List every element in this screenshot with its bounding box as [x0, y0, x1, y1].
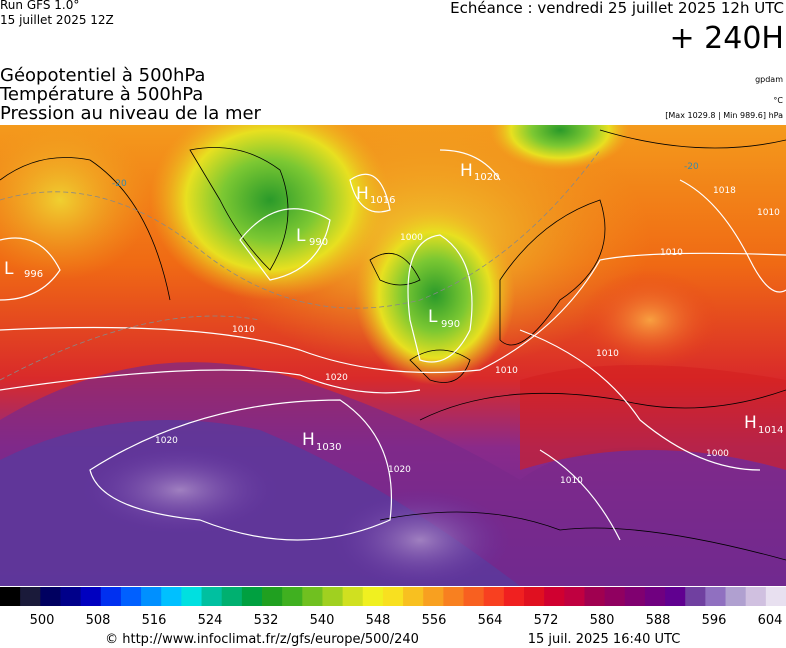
isobar-label: 1000	[400, 233, 423, 243]
colorbar-swatch	[463, 587, 485, 606]
unit: °C	[773, 96, 783, 105]
map: H 1030 L 990 L 990 H 1016 H 1020 H 1014 L 996 1…	[0, 125, 786, 586]
colorbar-tick-label: 596	[702, 613, 727, 628]
title: Température à 500hPa	[0, 84, 203, 105]
colorbar-swatch	[141, 587, 162, 606]
run-date: 15 juillet 2025 12Z	[0, 13, 114, 27]
colorbar-tick-label: 564	[478, 613, 503, 628]
colorbar-swatch	[322, 587, 344, 606]
center-value: 1016	[370, 195, 395, 206]
colorbar-swatch	[161, 587, 182, 606]
isobar-label: 1010	[757, 208, 780, 218]
unit: [Max 1029.8 | Min 989.6] hPa	[665, 111, 783, 120]
colorbar-swatch	[584, 587, 606, 606]
isobar-label: 1000	[706, 449, 729, 459]
colorbar-swatch	[443, 587, 465, 606]
center-value: 1020	[474, 172, 499, 183]
colorbar-swatch	[120, 587, 142, 606]
colorbar-tick-label: 540	[310, 613, 335, 628]
colorbar-swatch	[201, 587, 223, 606]
isobar-label: 1020	[155, 436, 178, 446]
center-letter: H	[460, 161, 473, 181]
center-value: 990	[309, 237, 328, 248]
colorbar-swatch	[262, 587, 283, 606]
center-letter: H	[356, 184, 369, 204]
colorbar-swatch	[302, 587, 323, 606]
center-value: 1014	[758, 425, 783, 436]
lead-time: + 240H	[670, 21, 785, 56]
isobar-label: 1018	[713, 186, 736, 196]
center-letter: H	[302, 430, 315, 450]
colorbar-swatch	[705, 587, 727, 606]
colorbar-swatch	[524, 587, 545, 606]
isobar-label: 1010	[660, 248, 683, 258]
isobar-labels: 1010 1020 1020 1010 1010 1000 1010 1010 …	[112, 162, 780, 486]
colorbar-swatch	[80, 587, 102, 606]
source: © http://www.infoclimat.fr/z/gfs/europe/…	[105, 632, 419, 647]
colorbar: 500 508 516 524 532 540 548 556 564 572 580 588 596 6…	[0, 587, 786, 628]
colorbar-swatch	[503, 587, 525, 606]
center-value: 1030	[316, 442, 341, 453]
colorbar-swatch	[483, 587, 505, 606]
center-letter: H	[744, 413, 757, 433]
colorbar-tick-label: 524	[198, 613, 223, 628]
unit: gpdam	[755, 75, 783, 84]
colorbar-swatch	[423, 587, 444, 606]
isobar-label: 1010	[560, 476, 583, 486]
colorbar-tick-label: 508	[86, 613, 111, 628]
colorbar-tick-label: 556	[422, 613, 447, 628]
colorbar-tick-label: 516	[142, 613, 167, 628]
center-value: 996	[24, 269, 43, 280]
temperature-label: -20	[684, 162, 699, 172]
temperature-label: -20	[112, 179, 127, 189]
colorbar-swatch	[362, 587, 384, 606]
colorbar-swatch	[745, 587, 767, 606]
colorbar-swatch	[282, 587, 303, 606]
colorbar-tick-label: 572	[534, 613, 559, 628]
center-value: 990	[441, 319, 460, 330]
colorbar-swatch	[685, 587, 706, 606]
isobar-label: 1020	[388, 465, 411, 475]
colorbar-swatch	[382, 587, 404, 606]
title: Pression au niveau de la mer	[0, 103, 262, 124]
colorbar-swatch	[20, 587, 41, 606]
colorbar-swatch	[60, 587, 82, 606]
title: Géopotentiel à 500hPa	[0, 65, 205, 86]
colorbar-swatch	[544, 587, 565, 606]
colorbar-swatch	[100, 587, 122, 606]
colorbar-swatch	[624, 587, 646, 606]
center-letter: L	[4, 259, 14, 279]
center-letter: L	[296, 226, 306, 246]
colorbar-swatch	[241, 587, 263, 606]
colorbar-swatch	[604, 587, 626, 606]
colorbar-tick-label: 588	[646, 613, 671, 628]
colorbar-swatch	[342, 587, 364, 606]
colorbar-swatch	[564, 587, 585, 606]
colorbar-tick-label: 532	[254, 613, 279, 628]
center-letter: L	[428, 307, 438, 327]
isobar-label: 1020	[325, 373, 348, 383]
colorbar-swatch	[221, 587, 243, 606]
colorbar-swatch	[0, 587, 21, 606]
isobar-label: 1010	[495, 366, 518, 376]
colorbar-swatch	[765, 587, 786, 606]
echeance: Echéance : vendredi 25 juillet 2025 12h …	[450, 0, 784, 17]
colorbar-tick-label: 604	[758, 613, 783, 628]
colorbar-tick-label: 580	[590, 613, 615, 628]
isobar-label: 1010	[232, 325, 255, 335]
colorbar-swatch	[725, 587, 747, 606]
colorbar-tick-label: 548	[366, 613, 391, 628]
colorbar-swatch	[403, 587, 424, 606]
isobar-label: 1010	[596, 349, 619, 359]
colorbar-swatch	[644, 587, 666, 606]
colorbar-swatch	[181, 587, 203, 606]
generated: 15 juil. 2025 16:40 UTC	[528, 632, 681, 647]
pressure-centers: H 1030 L 990 L 990 H 1016 H 1020 H 1014 L 996	[4, 161, 783, 453]
colorbar-swatch	[40, 587, 61, 606]
colorbar-tick-label: 500	[30, 613, 55, 628]
colorbar-swatch	[665, 587, 686, 606]
run-label: Run GFS 1.0°	[0, 0, 79, 12]
